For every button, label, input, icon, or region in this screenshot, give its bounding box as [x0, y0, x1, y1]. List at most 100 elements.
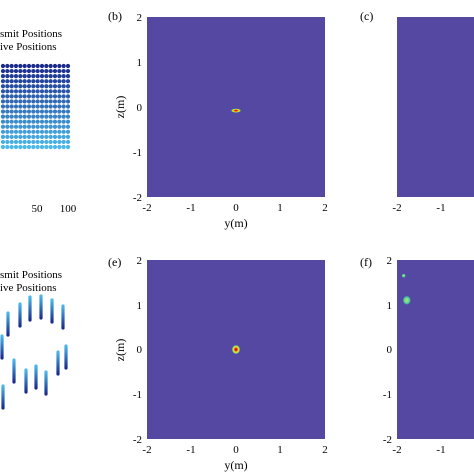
array-element [61, 63, 66, 69]
array-element [9, 124, 14, 129]
array-element [13, 144, 19, 150]
array-element [13, 94, 19, 99]
array-element [5, 124, 10, 129]
x-tick-label: 1 [277, 202, 283, 214]
array-element [0, 129, 6, 134]
array-element [9, 109, 14, 114]
array-element [48, 89, 53, 94]
array-element [61, 99, 66, 104]
array-element [9, 89, 14, 94]
array-element [13, 129, 19, 134]
array-element [39, 74, 45, 79]
array-element [5, 63, 10, 69]
array-element [0, 139, 6, 145]
array-element [22, 114, 27, 119]
array-element [26, 79, 32, 84]
array-element [35, 74, 40, 79]
y-axis-ticks: 2 1 0 -1 -2 [133, 12, 143, 204]
array-element [13, 68, 19, 74]
array-element [61, 84, 66, 89]
array-element [35, 94, 40, 99]
array-element [0, 79, 6, 84]
array-element [0, 84, 6, 89]
array-element [31, 79, 36, 84]
array-element [48, 109, 53, 114]
array-element [61, 89, 66, 94]
x-tick-label: -1 [186, 444, 195, 456]
array-element [57, 84, 62, 89]
array-element [35, 139, 40, 145]
array-element [13, 139, 19, 145]
array-element [52, 74, 58, 79]
array-element [31, 84, 36, 89]
array-element [65, 84, 71, 89]
array-element [39, 114, 45, 119]
array-element [18, 63, 23, 69]
heatmap-hotspot [231, 108, 241, 113]
array-element [0, 94, 6, 99]
array-element [0, 63, 6, 69]
array-element [65, 144, 71, 150]
heatmap-background [397, 260, 474, 439]
y-tick-label: -1 [133, 147, 142, 159]
array-element [5, 94, 10, 99]
array-element [26, 129, 32, 134]
array-element [26, 94, 32, 99]
x-tick-label: -2 [392, 444, 401, 456]
legend-entry-receive: ive Positions [0, 41, 57, 53]
array-element [39, 68, 45, 74]
array-element [44, 68, 49, 74]
heatmap-background [147, 17, 325, 197]
array-element [57, 124, 62, 129]
array-element [44, 129, 49, 134]
y-tick-label: 1 [387, 300, 393, 312]
array-element [26, 134, 32, 139]
array-element [13, 63, 19, 69]
y-tick-label: 1 [137, 57, 143, 69]
array-element [65, 68, 71, 74]
array-element [39, 104, 45, 109]
array-element [31, 139, 36, 145]
array-element [39, 139, 45, 145]
array-element [44, 109, 49, 114]
array-element [31, 89, 36, 94]
array-element [61, 134, 66, 139]
array-element [61, 109, 66, 114]
y-tick-label: -2 [133, 434, 142, 446]
array-element [26, 104, 32, 109]
array-element [13, 89, 19, 94]
array-element [31, 104, 36, 109]
array-element [0, 114, 6, 119]
array-element [9, 129, 14, 134]
array-element [48, 119, 53, 124]
transmit-positions-grid [0, 63, 71, 150]
array-element [26, 119, 32, 124]
panel-label: (e) [108, 255, 121, 269]
array-element [48, 114, 53, 119]
array-element [13, 134, 19, 139]
x-tick-label: 0 [233, 444, 239, 456]
array-element [35, 144, 40, 150]
array-element [0, 104, 6, 109]
array-element [26, 63, 32, 69]
array-element [35, 99, 40, 104]
array-element [65, 104, 71, 109]
array-element [48, 124, 53, 129]
array-element [44, 94, 49, 99]
array-element [52, 139, 58, 145]
array-element [0, 124, 6, 129]
array-element [22, 89, 27, 94]
array-element [65, 99, 71, 104]
array-element [65, 94, 71, 99]
array-element [57, 119, 62, 124]
array-element [57, 79, 62, 84]
array-element [35, 63, 40, 69]
array-element [44, 134, 49, 139]
array-element [22, 94, 27, 99]
array-element [52, 99, 58, 104]
array-element [5, 79, 10, 84]
array-element [0, 89, 6, 94]
array-element [35, 124, 40, 129]
array-element [18, 99, 23, 104]
y-tick-label: 1 [137, 300, 143, 312]
